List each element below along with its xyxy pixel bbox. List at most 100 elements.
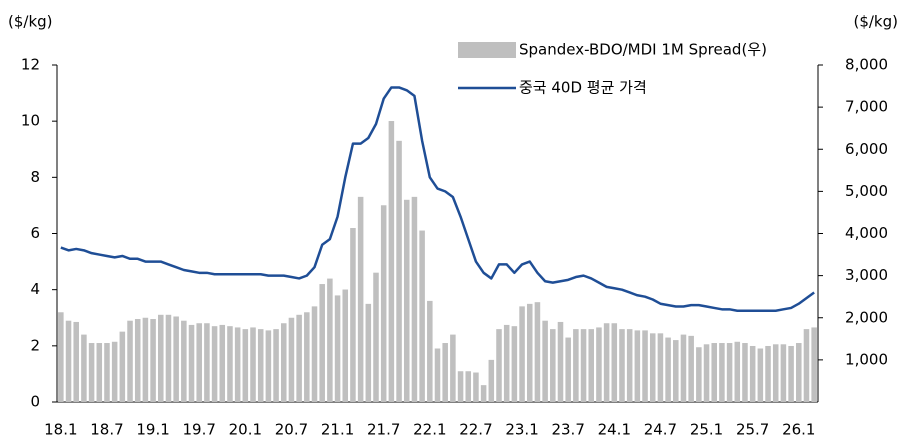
bar — [73, 321, 79, 402]
line — [60, 86, 815, 312]
bar — [488, 359, 495, 402]
bar — [803, 329, 810, 402]
x-tick-label: 25.7 — [736, 421, 769, 439]
legend-label: 중국 40D 평균 가격 — [519, 79, 647, 97]
y2-tick-label: 8,000 — [845, 56, 888, 74]
bar — [711, 343, 717, 402]
bar — [450, 334, 456, 402]
bar — [127, 320, 133, 402]
bar — [503, 324, 510, 402]
bar — [219, 324, 226, 402]
x-tick-label: 21.7 — [367, 421, 400, 439]
bar — [573, 329, 579, 402]
bar — [181, 320, 187, 402]
bar — [665, 337, 671, 402]
x-tick-label: 20.7 — [275, 421, 308, 439]
bar — [526, 303, 533, 402]
y2-tick-label: 3,000 — [845, 266, 888, 284]
x-tick-label: 20.1 — [229, 421, 262, 439]
bar — [473, 372, 479, 402]
legend-swatch — [458, 42, 516, 58]
bar — [304, 312, 310, 402]
bar — [396, 140, 402, 402]
bar — [150, 319, 156, 402]
bar — [342, 289, 349, 402]
x-tick-label: 21.1 — [321, 421, 354, 439]
bar — [734, 341, 741, 402]
bar — [634, 330, 641, 402]
bar — [411, 196, 418, 402]
y-axis-label: ($/kg) — [8, 13, 53, 31]
bar — [65, 320, 72, 402]
bar — [280, 323, 287, 402]
bar — [403, 199, 410, 402]
x-tick-label: 22.1 — [413, 421, 446, 439]
bar — [334, 295, 341, 402]
bar — [596, 327, 602, 402]
bar — [250, 327, 256, 402]
bar — [511, 326, 518, 402]
bar — [81, 334, 87, 402]
y-tick-label: 12 — [21, 56, 40, 74]
bar — [580, 329, 587, 402]
bar — [288, 317, 295, 402]
y2-tick-label: 6,000 — [845, 140, 888, 158]
bar — [319, 284, 325, 402]
x-tick-label: 23.1 — [505, 421, 538, 439]
bar — [696, 347, 702, 402]
bar — [726, 343, 733, 402]
bar — [465, 371, 472, 402]
bar — [772, 344, 779, 402]
bar — [119, 331, 126, 402]
bar — [388, 121, 395, 403]
bar — [380, 205, 387, 402]
bar — [796, 343, 802, 402]
bar — [419, 230, 425, 402]
bar — [534, 302, 541, 402]
bar — [327, 278, 333, 402]
y2-axis-label: ($/kg) — [853, 13, 898, 31]
bar — [134, 319, 141, 402]
x-tick-label: 23.7 — [551, 421, 584, 439]
bar — [611, 323, 618, 402]
x-tick-label: 18.1 — [44, 421, 77, 439]
bar — [227, 326, 233, 402]
bar — [296, 314, 302, 402]
bar — [173, 316, 179, 402]
bar — [111, 341, 118, 402]
bar — [188, 324, 195, 402]
bar — [765, 345, 771, 402]
bar — [434, 348, 441, 402]
bar — [742, 343, 748, 402]
y-tick-label: 6 — [30, 224, 40, 242]
y2-tick-label: 7,000 — [845, 98, 888, 116]
x-tick-label: 24.7 — [644, 421, 677, 439]
bar — [657, 333, 664, 402]
bar — [557, 321, 564, 402]
bar — [519, 306, 525, 402]
bar — [550, 329, 556, 402]
x-tick-label: 19.1 — [136, 421, 169, 439]
bar — [427, 300, 433, 402]
bar — [58, 312, 64, 402]
bar — [719, 343, 725, 402]
bar — [311, 306, 318, 402]
bar — [703, 344, 710, 402]
bar — [88, 343, 95, 402]
bar — [196, 323, 202, 402]
bar — [542, 320, 548, 402]
x-tick-label: 24.1 — [598, 421, 631, 439]
bar — [680, 334, 687, 402]
bar — [757, 348, 764, 402]
bar — [257, 329, 264, 402]
y2-tick-label: 4,000 — [845, 224, 888, 242]
legend-label: Spandex-BDO/MDI 1M Spread(우) — [519, 41, 767, 59]
x-tick-label: 26.1 — [782, 421, 815, 439]
bar — [442, 343, 448, 402]
bar — [811, 327, 817, 402]
x-tick-label: 25.1 — [690, 421, 723, 439]
bar — [373, 272, 379, 402]
bar — [365, 303, 372, 402]
x-tick-label: 22.7 — [459, 421, 492, 439]
